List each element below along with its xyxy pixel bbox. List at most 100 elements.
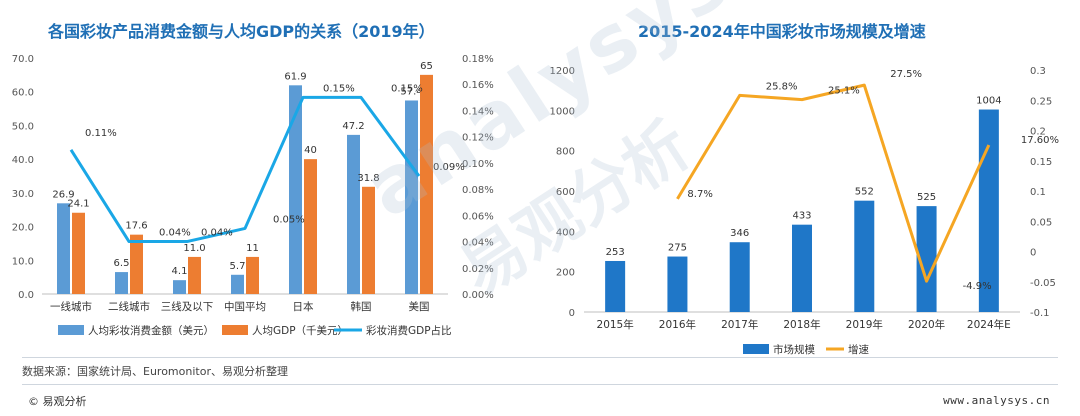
chart2-right-tick-label: 0.3 — [1030, 66, 1046, 77]
chart1-bar-value-label: 40 — [304, 145, 317, 156]
chart2-bar-value-label: 346 — [730, 228, 749, 239]
chart2-left-tick-label: 600 — [556, 187, 575, 198]
source-note: 数据来源：国家统计局、Euromonitor、易观分析整理 — [22, 365, 288, 378]
chart1-bar-1 — [115, 272, 128, 294]
chart2-bar-value-label: 552 — [855, 187, 874, 198]
chart1-right-tick-label: 0.12% — [462, 133, 494, 144]
chart2-bar-value-label: 253 — [606, 247, 625, 258]
chart2-left-tick-label: 0 — [569, 308, 575, 319]
chart1-line-value-label: 0.09% — [433, 162, 465, 173]
footer-website: www.analysys.cn — [943, 394, 1050, 407]
chart1-bar-value-label: 65 — [420, 61, 433, 72]
chart1-bar-value-label: 31.8 — [357, 173, 379, 184]
chart1-legend-label: 人均GDP（千美元） — [252, 324, 348, 337]
chart1-bar-2 — [188, 256, 201, 294]
chart1-right-tick-label: 0.16% — [462, 80, 494, 91]
chart1-right-tick-label: 0.04% — [462, 238, 494, 249]
chart1-line-series — [69, 95, 421, 244]
chart1-bar-1 — [57, 203, 70, 294]
chart2-category-label: 2015年 — [597, 318, 634, 331]
chart2-bar-value-label: 275 — [668, 243, 687, 254]
chart2-right-tick-label: 0.15 — [1030, 157, 1052, 168]
chart2-line-value-label: 8.7% — [687, 189, 712, 200]
chart1-line-value-label: 0.11% — [85, 128, 117, 139]
chart2-category-label: 2024年E — [967, 318, 1011, 331]
chart1-bar-2 — [304, 159, 317, 294]
chart2-left-tick-label: 1200 — [550, 66, 575, 77]
chart2-line-value-label: 27.5% — [890, 69, 922, 80]
chart1-category-label: 韩国 — [351, 300, 372, 313]
chart2-bar-1 — [605, 260, 626, 312]
chart2-bar-value-label: 525 — [917, 192, 936, 203]
chart2-bar-1 — [729, 242, 750, 312]
chart1-line-value-label: 0.04% — [201, 228, 233, 239]
chart1-left-tick-label: 20.0 — [12, 223, 34, 234]
chart2-line-series — [676, 83, 991, 283]
chart1-right-tick-label: 0.14% — [462, 106, 494, 117]
chart2-category-label: 2020年 — [908, 318, 945, 331]
chart1-bar-value-label: 5.7 — [230, 261, 246, 272]
chart1-left-tick-label: 40.0 — [12, 155, 34, 166]
chart1-bar-value-label: 61.9 — [284, 71, 306, 82]
chart1-legend-label: 彩妆消费GDP占比 — [366, 324, 452, 337]
chart1-right-tick-label: 0.10% — [462, 159, 494, 170]
chart1-bar-2 — [420, 74, 433, 294]
chart1-bar-value-label: 47.2 — [342, 121, 364, 132]
chart2-right-tick-label: 0.25 — [1030, 96, 1052, 107]
chart1-category-label: 美国 — [409, 300, 430, 313]
chart1-category-label: 三线及以下 — [161, 300, 214, 313]
chart1-line-value-label: 0.05% — [273, 214, 305, 225]
chart1-legend-label: 人均彩妆消费金额（美元） — [88, 324, 214, 337]
chart1-line-value-label: 0.15% — [323, 83, 355, 94]
chart1-bar-2 — [362, 186, 375, 294]
chart1-bar-2 — [130, 234, 143, 294]
chart2-legend-swatch — [743, 344, 769, 354]
chart1-title: 各国彩妆产品消费金额与人均GDP的关系（2019年） — [48, 22, 435, 41]
chart2-bar-value-label: 433 — [792, 211, 811, 222]
chart2-right-tick-label: 0.2 — [1030, 127, 1046, 138]
chart2-bar-1 — [667, 256, 688, 312]
divider-top — [22, 357, 1058, 358]
chart2-left-tick-label: 800 — [556, 147, 575, 158]
chart1-category-label: 二线城市 — [108, 300, 150, 313]
chart2-title: 2015-2024年中国彩妆市场规模及增速 — [638, 22, 926, 41]
chart1-bar-2 — [246, 256, 259, 294]
chart1-bar-value-label: 11 — [246, 243, 259, 254]
chart2-bar-1 — [792, 224, 812, 312]
chart1-line-value-label: 0.04% — [159, 228, 191, 239]
chart2-legend-label: 增速 — [848, 343, 869, 356]
chart1-bar-value-label: 17.6 — [125, 221, 147, 232]
chart1-bar-value-label: 26.9 — [52, 189, 74, 200]
chart1-bar-1 — [231, 274, 244, 294]
chart2-right-tick-label: -0.05 — [1030, 278, 1056, 289]
chart1-bar-value-label: 11.0 — [183, 243, 205, 254]
chart1-left-tick-label: 50.0 — [12, 121, 34, 132]
chart1-bar-value-label: 4.1 — [172, 266, 188, 277]
chart2-bar-1 — [854, 200, 875, 312]
divider-bottom — [22, 384, 1058, 385]
chart2-bar-1 — [978, 109, 999, 312]
chart2-line-value-label: 17.60% — [1021, 135, 1059, 146]
chart2-legend-label: 市场规模 — [773, 343, 815, 356]
chart2-bar-value-label: 1004 — [976, 96, 1001, 107]
chart1-right-tick-label: 0.08% — [462, 185, 494, 196]
chart1-bar-value-label: 6.5 — [114, 258, 130, 269]
chart2-line-value-label: -4.9% — [963, 281, 992, 292]
chart1-category-label: 日本 — [293, 300, 314, 313]
chart1-legend-swatch — [222, 325, 248, 335]
chart1-right-tick-label: 0.06% — [462, 211, 494, 222]
chart1-left-tick-label: 10.0 — [12, 256, 34, 267]
chart1-bar-1 — [405, 100, 418, 294]
chart2-line-value-label: 25.1% — [828, 86, 860, 97]
chart1-left-tick-label: 30.0 — [12, 189, 34, 200]
chart2-line-value-label: 25.8% — [766, 81, 798, 92]
chart1-bar-1 — [289, 85, 302, 295]
chart2-left-tick-label: 1000 — [550, 106, 575, 117]
chart2-left-tick-label: 400 — [556, 227, 575, 238]
chart1-legend-swatch — [58, 325, 84, 335]
chart2-left-tick-label: 200 — [556, 268, 575, 279]
chart1-bar-2 — [72, 212, 85, 294]
chart1-left-tick-label: 0.0 — [18, 290, 34, 301]
chart1-left-tick-label: 70.0 — [12, 54, 34, 65]
chart1-right-tick-label: 0.02% — [462, 264, 494, 275]
